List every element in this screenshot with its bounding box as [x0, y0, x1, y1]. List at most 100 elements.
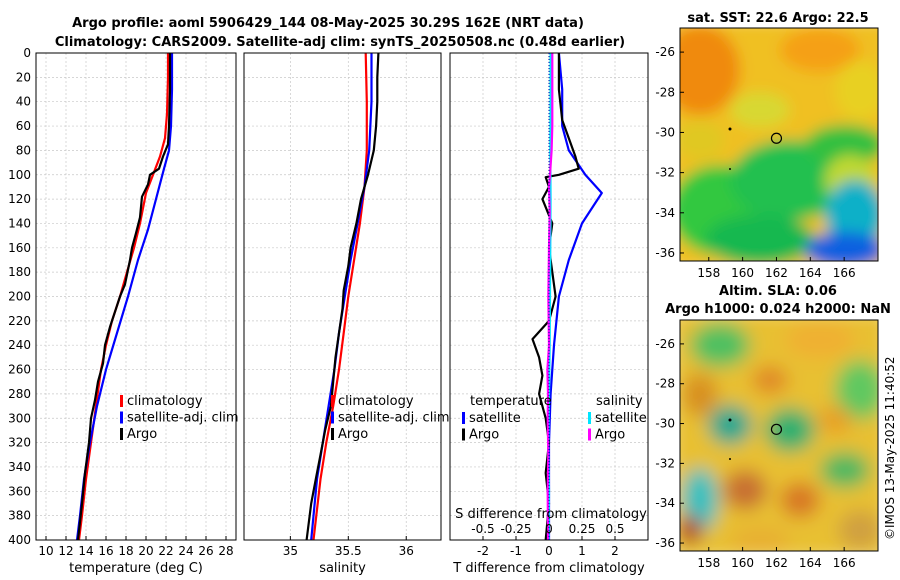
x-tick-label: 0 [545, 544, 553, 558]
y-tick-label: 20 [16, 70, 31, 84]
legend-swatch-climatology [331, 395, 334, 407]
sst-map: 158 160 162 164 166 -26 -28 -30 -32 -34 -36 [655, 27, 879, 280]
legend-label: satellite-adj. clim [338, 411, 450, 426]
sla-field [680, 320, 878, 551]
s-tick-label: 0 [545, 522, 553, 536]
y-tick-label: 280 [8, 387, 31, 401]
y-tick-label: 260 [8, 363, 31, 377]
argo-location-marker-sst [770, 132, 783, 144]
x-tick-label: 18 [118, 544, 133, 558]
sla-map-title-2: Argo h1000: 0.024 h2000: NaN [665, 302, 891, 317]
sla-map-title-1: Altim. SLA: 0.06 [719, 284, 837, 299]
difference-panel: -2 -1 0 1 2 T difference from climatology S di… [449, 52, 649, 576]
title-line-1: Argo profile: aoml 5906429_144 08-May-20… [72, 16, 584, 31]
map-x-tick-label: 162 [765, 556, 788, 570]
map-x-tick-label: 162 [765, 266, 788, 280]
x-tick-label: -2 [477, 544, 489, 558]
argo-location-marker-sla [770, 423, 783, 435]
legend-label: Argo [595, 428, 625, 443]
y-tick-label: 340 [8, 460, 31, 474]
series-line-argo [305, 52, 380, 541]
y-tick-label: 400 [8, 533, 31, 547]
map-x-tick-label: 158 [697, 556, 720, 570]
title-line-2: Climatology: CARS2009. Satellite-adj cli… [55, 35, 625, 50]
y-tick-label: 380 [8, 509, 31, 523]
legend-label: satellite [469, 411, 521, 426]
legend-label: Argo [338, 427, 368, 442]
x-tick-label: 26 [198, 544, 213, 558]
legend-swatch-argo [120, 428, 123, 440]
y-tick-label: 100 [8, 168, 31, 182]
map-x-tick-label: 160 [731, 266, 754, 280]
x-tick-label: 1 [578, 544, 586, 558]
x-tick-label: 24 [178, 544, 193, 558]
legend-swatch-argo [588, 428, 591, 441]
map-y-tick-label: -34 [655, 496, 675, 510]
map-y-tick-label: -36 [655, 536, 675, 550]
map-y-tick-label: -26 [655, 45, 675, 59]
y-tick-label: 80 [16, 143, 31, 157]
argo-track-point [728, 418, 732, 422]
legend-label: climatology [127, 394, 203, 409]
y-tick-label: 180 [8, 265, 31, 279]
s-axis-label: S difference from climatology [455, 507, 647, 522]
map-y-tick-label: -26 [655, 337, 675, 351]
y-tick-label: 200 [8, 290, 31, 304]
legend-swatch-satellite [462, 412, 465, 424]
y-tick-label: 220 [8, 314, 31, 328]
y-tick-label: 40 [16, 95, 31, 109]
map-y-tick-label: -30 [655, 125, 675, 139]
legend-label: climatology [338, 394, 414, 409]
y-tick-label: 160 [8, 241, 31, 255]
argo-track-point [729, 458, 731, 460]
y-tick-label: 60 [16, 119, 31, 133]
y-tick-label: 240 [8, 338, 31, 352]
x-tick-label: 22 [158, 544, 173, 558]
map-x-tick-label: 164 [799, 266, 822, 280]
y-tick-label: 140 [8, 216, 31, 230]
x-tick-label: 16 [98, 544, 113, 558]
x-tick-label: 2 [611, 544, 619, 558]
argo-track-point [728, 127, 732, 131]
x-tick-label: -1 [510, 544, 522, 558]
imos-watermark: ©IMOS 13-May-2025 11:40:52 [883, 356, 897, 540]
series-line-t-satellite [547, 52, 603, 540]
map-y-tick-label: -28 [655, 377, 675, 391]
map-x-tick-label: 166 [833, 266, 856, 280]
map-y-tick-label: -30 [655, 417, 675, 431]
legend-title-salinity: salinity [596, 394, 643, 409]
argo-track-point [729, 168, 731, 170]
map-y-tick-label: -34 [655, 206, 675, 220]
legend-title-temperature: temperature [470, 394, 552, 409]
legend-label: Argo [127, 427, 157, 442]
s-tick-label: 0.25 [569, 522, 596, 536]
x-tick-label: 28 [218, 544, 233, 558]
legend-swatch-satellite [588, 412, 591, 424]
y-tick-label: 0 [23, 46, 31, 60]
map-y-tick-label: -32 [655, 456, 675, 470]
legend-swatch-climatology [120, 395, 123, 407]
legend-label: satellite [595, 411, 647, 426]
axes-frame [35, 52, 237, 541]
map-y-tick-label: -28 [655, 85, 675, 99]
map-y-tick-label: -32 [655, 166, 675, 180]
sla-map: 158 160 162 164 166 -26 -28 -30 -32 -34 -36 [655, 319, 879, 570]
sst-field [680, 28, 878, 261]
x-tick-label: 20 [138, 544, 153, 558]
s-tick-label: -0.5 [471, 522, 494, 536]
x-axis-label: T difference from climatology [452, 561, 645, 576]
map-x-tick-label: 166 [833, 556, 856, 570]
legend-label: Argo [469, 428, 499, 443]
axes-frame [243, 52, 442, 541]
x-tick-label: 35 [283, 544, 298, 558]
y-tick-label: 120 [8, 192, 31, 206]
map-x-tick-label: 164 [799, 556, 822, 570]
x-tick-label: 10 [38, 544, 53, 558]
x-tick-label: 12 [58, 544, 73, 558]
legend-swatch-satellite-adj-clim [331, 411, 334, 424]
legend-swatch-argo [331, 428, 334, 440]
y-tick-label: 360 [8, 484, 31, 498]
map-x-tick-label: 160 [731, 556, 754, 570]
series-line-argo [76, 53, 172, 541]
